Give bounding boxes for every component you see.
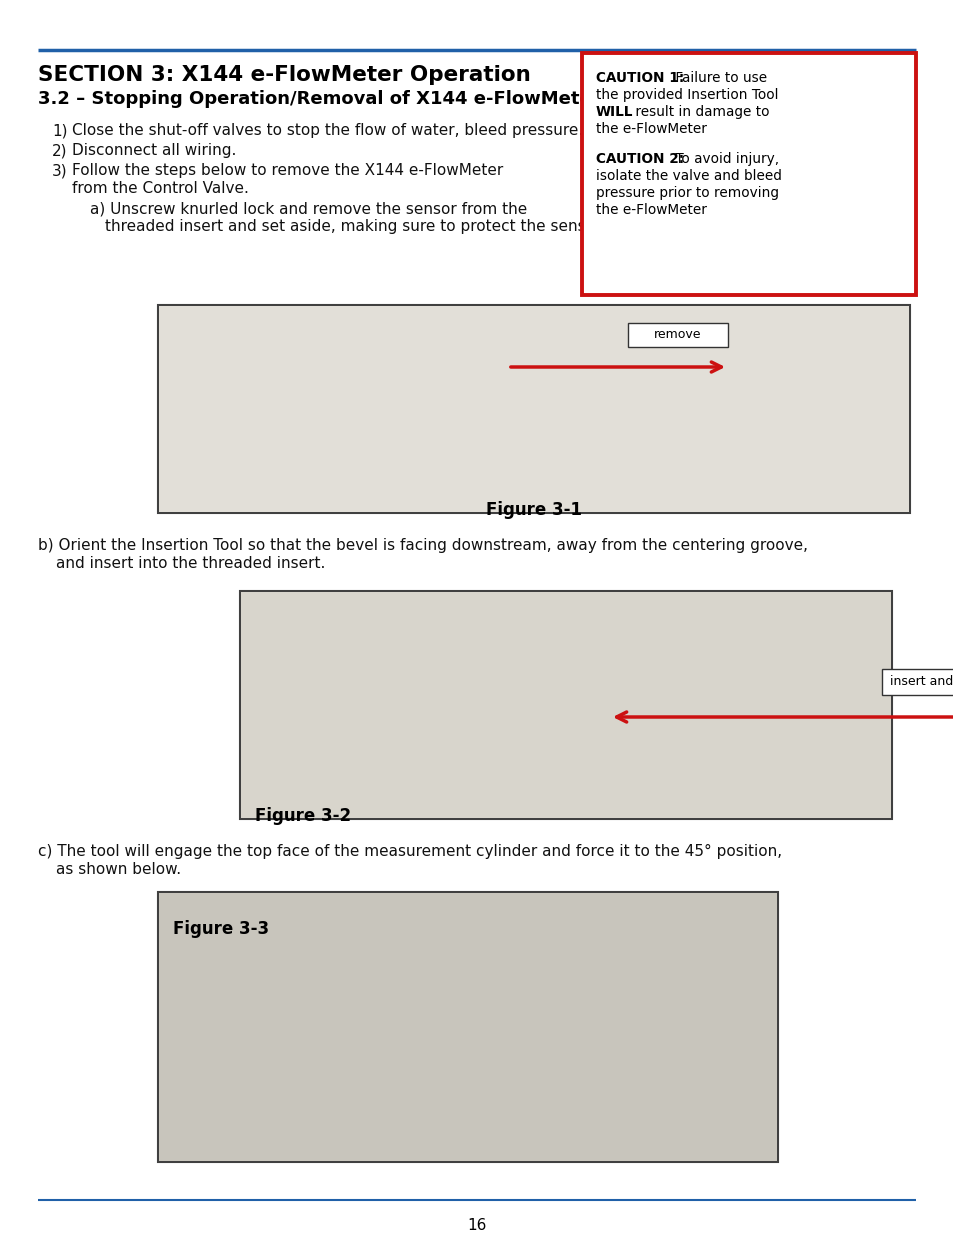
Bar <box>159 893 776 1161</box>
Text: and insert into the threaded insert.: and insert into the threaded insert. <box>56 556 325 571</box>
Text: To avoid injury,: To avoid injury, <box>670 152 779 165</box>
Bar <box>241 592 890 818</box>
Text: Figure 3-2: Figure 3-2 <box>254 806 351 825</box>
Bar <box>882 669 953 695</box>
Text: the e-FlowMeter: the e-FlowMeter <box>596 203 706 217</box>
Text: 1): 1) <box>52 124 68 138</box>
Text: from the Control Valve.: from the Control Valve. <box>71 182 249 196</box>
Text: WILL: WILL <box>596 105 633 119</box>
Text: insert and apply light force: insert and apply light force <box>889 676 953 688</box>
Text: 3.2 – Stopping Operation/Removal of X144 e-FlowMeter: 3.2 – Stopping Operation/Removal of X144… <box>38 90 600 107</box>
Text: the e-FlowMeter: the e-FlowMeter <box>596 122 706 136</box>
Text: result in damage to: result in damage to <box>630 105 769 119</box>
Text: b) Orient the Insertion Tool so that the bevel is facing downstream, away from t: b) Orient the Insertion Tool so that the… <box>38 538 807 553</box>
Text: threaded insert and set aside, making sure to protect the sensor tip.: threaded insert and set aside, making su… <box>105 219 631 233</box>
Text: Figure 3-3: Figure 3-3 <box>172 920 269 939</box>
Text: Disconnect all wiring.: Disconnect all wiring. <box>71 143 236 158</box>
Text: 2): 2) <box>52 143 68 158</box>
Text: 3): 3) <box>52 163 68 178</box>
Text: Follow the steps below to remove the X144 e-FlowMeter: Follow the steps below to remove the X14… <box>71 163 503 178</box>
Text: a) Unscrew knurled lock and remove the sensor from the: a) Unscrew knurled lock and remove the s… <box>90 201 527 216</box>
Text: Figure 3-1: Figure 3-1 <box>485 501 581 519</box>
Bar <box>158 305 909 513</box>
Bar <box>158 892 778 1162</box>
Text: CAUTION 1:: CAUTION 1: <box>596 70 683 85</box>
Text: c) The tool will engage the top face of the measurement cylinder and force it to: c) The tool will engage the top face of … <box>38 844 781 860</box>
Text: pressure prior to removing: pressure prior to removing <box>596 186 779 200</box>
Text: the provided Insertion Tool: the provided Insertion Tool <box>596 88 778 103</box>
Text: as shown below.: as shown below. <box>56 862 181 877</box>
Bar <box>240 592 891 819</box>
Bar <box>627 324 727 347</box>
Text: isolate the valve and bleed: isolate the valve and bleed <box>596 169 781 183</box>
Text: SECTION 3: X144 e-FlowMeter Operation: SECTION 3: X144 e-FlowMeter Operation <box>38 65 530 85</box>
Text: Failure to use: Failure to use <box>670 70 766 85</box>
Text: remove: remove <box>654 329 701 342</box>
Text: Close the shut-off valves to stop the flow of water, bleed pressure.: Close the shut-off valves to stop the fl… <box>71 124 582 138</box>
Bar <box>581 53 915 295</box>
Text: 16: 16 <box>467 1218 486 1233</box>
Text: CAUTION 2:: CAUTION 2: <box>596 152 683 165</box>
Bar <box>159 306 908 513</box>
